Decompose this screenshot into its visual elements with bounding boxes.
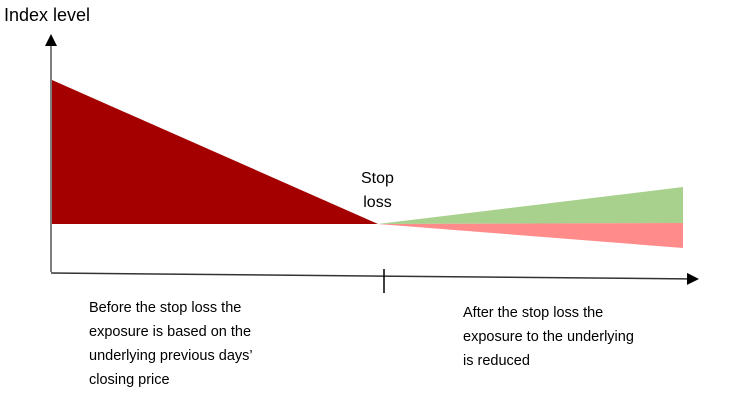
before-stop-loss-description: Before the stop loss the exposure is bas… bbox=[89, 296, 253, 392]
description-line: Before the stop loss the bbox=[89, 300, 242, 316]
after-upside-region bbox=[378, 187, 683, 224]
after-stop-loss-description: After the stop loss the exposure to the … bbox=[463, 301, 634, 373]
x-axis bbox=[50, 272, 699, 285]
stop-loss-label: Stop loss bbox=[361, 167, 394, 215]
before-stop-loss-region bbox=[52, 80, 378, 224]
description-line: closing price bbox=[89, 372, 170, 388]
after-downside-region bbox=[378, 223, 683, 248]
stop-loss-label-line: loss bbox=[363, 194, 392, 211]
description-line: is reduced bbox=[463, 353, 530, 369]
description-line: exposure is based on the bbox=[89, 324, 252, 340]
stop-loss-label-line: Stop bbox=[361, 170, 394, 187]
description-line: exposure to the underlying bbox=[463, 329, 634, 345]
description-line: After the stop loss the bbox=[463, 305, 604, 321]
y-axis-label: Index level bbox=[4, 5, 91, 25]
description-line: underlying previous days’ bbox=[89, 348, 253, 364]
